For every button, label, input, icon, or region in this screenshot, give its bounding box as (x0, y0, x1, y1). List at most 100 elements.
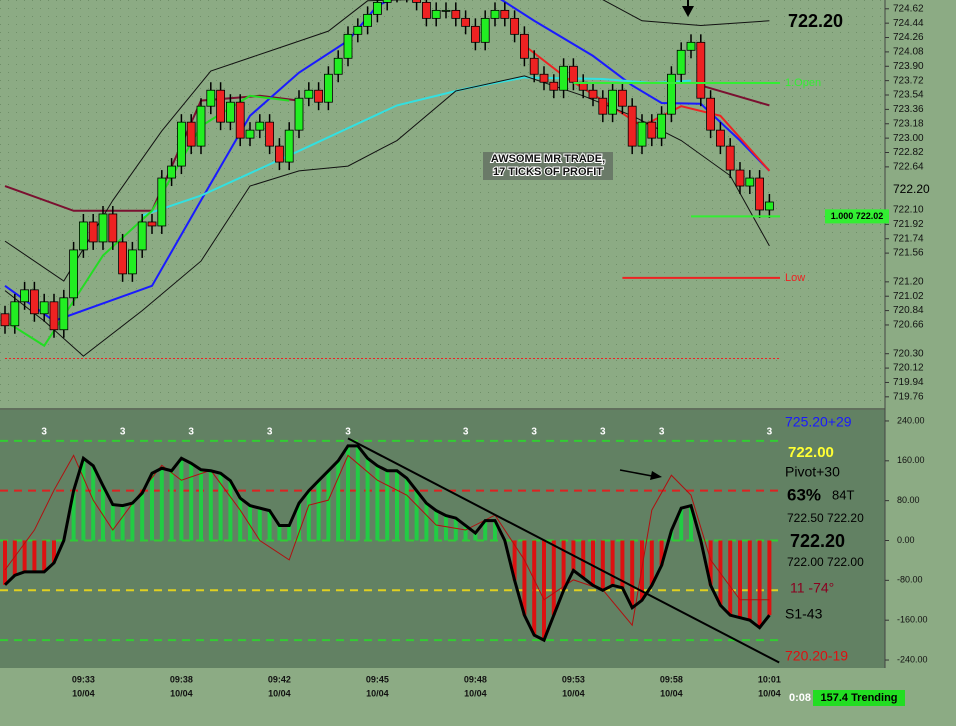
histogram-bar (404, 478, 409, 541)
y-tick-label: 723.90 (893, 61, 924, 72)
readout: 722.50 722.20 (787, 511, 864, 525)
y-tick-label: 722.82 (893, 147, 924, 158)
candle-body (79, 221, 88, 251)
candle-body (755, 177, 764, 211)
candle-body (421, 1, 431, 19)
candle-body (647, 121, 657, 139)
histogram-bar (208, 470, 213, 541)
histogram-bar (336, 460, 341, 541)
histogram-bar (316, 480, 321, 541)
signal-line (4, 454, 770, 627)
candle-body (608, 89, 617, 115)
indicator-line (4, 75, 770, 357)
x-tick-label: 09:33 (72, 674, 95, 684)
candle-body (549, 81, 559, 91)
histogram-bar (493, 520, 497, 541)
indicator-line (4, 94, 290, 348)
histogram-bar (532, 540, 537, 636)
y-tick-label: 720.66 (893, 320, 924, 331)
histogram-bar (169, 470, 174, 541)
histogram-bar (110, 504, 115, 541)
y-tick-label: 724.26 (893, 32, 924, 43)
level-label: Low (785, 272, 805, 284)
candle-body (716, 129, 725, 147)
histogram-bar (3, 540, 7, 585)
candle-body (627, 105, 637, 147)
y-tick-label: 721.74 (893, 233, 924, 244)
histogram-bar (375, 465, 380, 541)
histogram-bar (52, 540, 56, 563)
histogram-bar (238, 498, 243, 541)
oscillator-plot (0, 437, 780, 664)
candle-body (265, 121, 275, 147)
candle-body (284, 129, 294, 163)
y-tick-label: 720.12 (893, 363, 924, 374)
histogram-bar (248, 505, 252, 541)
y-tick-label: 721.02 (893, 291, 924, 302)
candle-body (176, 121, 186, 167)
candle-body (382, 0, 392, 3)
candle-body (235, 101, 245, 139)
y-tick-label: 722.64 (893, 162, 924, 173)
histogram-bar (199, 469, 203, 541)
candle-body (108, 213, 118, 243)
histogram-bar (130, 503, 135, 541)
x-tick-date: 10/04 (72, 688, 95, 698)
candle-body (480, 17, 490, 43)
candle-body (765, 201, 774, 211)
readout: Pivot+30 (785, 464, 840, 480)
candle-body (0, 313, 10, 327)
y-tick-label: 721.20 (893, 276, 924, 287)
x-tick-date: 10/04 (562, 688, 585, 698)
histogram-bar (728, 540, 733, 616)
candle-body (510, 17, 520, 35)
candle-body (470, 25, 480, 43)
candle-body (569, 65, 578, 83)
histogram-bar (444, 515, 448, 541)
histogram-bar (179, 458, 184, 541)
x-tick-date: 10/04 (268, 688, 291, 698)
candle-body (88, 221, 98, 243)
status-box (813, 690, 905, 706)
x-tick-date: 10/04 (660, 688, 683, 698)
annotation-box (483, 152, 613, 180)
histogram-bar (257, 508, 262, 541)
y-tick-label: 723.36 (893, 104, 924, 115)
readout: 722.20 (790, 531, 845, 551)
y-tick-label: -160.00 (897, 615, 928, 625)
marker-label: 3 (463, 427, 469, 438)
candle-body (274, 145, 284, 163)
candle-body (216, 89, 226, 123)
y-tick-label: 720.30 (893, 348, 924, 359)
x-tick-label: 09:38 (170, 674, 193, 684)
candle-body (304, 89, 314, 99)
candle-body (353, 25, 363, 35)
marker-label: 3 (345, 427, 351, 438)
histogram-bar (218, 473, 223, 541)
annotation: 17 TICKS OF PROFIT (493, 166, 603, 178)
marker-label: 3 (531, 427, 537, 438)
histogram-bar (649, 540, 654, 586)
x-tick-label: 09:48 (464, 674, 487, 684)
price-plot (0, 0, 780, 359)
histogram-bar (267, 510, 272, 541)
y-tick-label: 723.18 (893, 118, 924, 129)
y-tick-label: 721.92 (893, 219, 924, 230)
histogram-bar (453, 518, 458, 541)
candle-body (59, 297, 69, 331)
candle-body (29, 289, 39, 315)
candle-body (725, 145, 735, 171)
histogram-bar (355, 445, 360, 541)
marker-label: 3 (600, 427, 606, 438)
readout: 722.00 (788, 444, 834, 461)
histogram-bar (542, 540, 546, 641)
x-tick-label: 09:42 (268, 674, 291, 684)
x-tick-date: 10/04 (366, 688, 389, 698)
histogram-bar (228, 480, 233, 541)
candle-body (225, 101, 235, 123)
candle-body (39, 301, 49, 315)
level-label: 1.Open (785, 77, 821, 89)
histogram-bar (120, 505, 125, 541)
candle-body (451, 9, 461, 19)
